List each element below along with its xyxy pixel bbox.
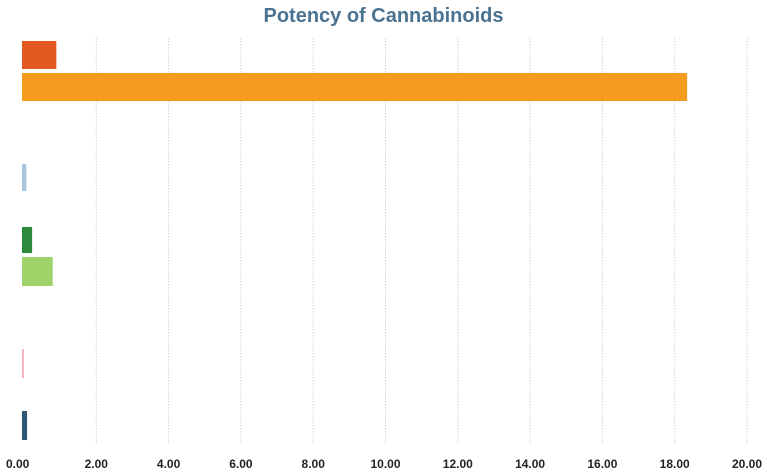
x-tick-label-0: 0.00 bbox=[6, 457, 30, 471]
x-tick-label-8: 16.00 bbox=[587, 457, 617, 471]
x-tick-label-3: 6.00 bbox=[229, 457, 253, 471]
bar-4 bbox=[22, 257, 53, 286]
bar-1 bbox=[22, 73, 688, 101]
x-tick-label-1: 2.00 bbox=[85, 457, 109, 471]
x-tick-label-9: 18.00 bbox=[660, 457, 690, 471]
x-tick-label-7: 14.00 bbox=[515, 457, 545, 471]
x-axis-tick-labels: 0.00 2.00 4.00 6.00 8.00 10.00 12.00 14.00 16.00… bbox=[6, 457, 762, 471]
bar-2 bbox=[22, 164, 27, 191]
bar-3 bbox=[22, 227, 33, 253]
x-tick-label-2: 4.00 bbox=[157, 457, 181, 471]
x-tick-label-5: 10.00 bbox=[370, 457, 400, 471]
x-tick-label-4: 8.00 bbox=[302, 457, 326, 471]
bars bbox=[22, 41, 688, 440]
x-tick-label-6: 12.00 bbox=[443, 457, 473, 471]
x-tick-label-10: 20.00 bbox=[732, 457, 762, 471]
bar-6 bbox=[22, 411, 28, 440]
chart-title: Potency of Cannabinoids bbox=[263, 5, 504, 27]
bar-0 bbox=[22, 41, 57, 69]
bar-5 bbox=[22, 349, 24, 378]
